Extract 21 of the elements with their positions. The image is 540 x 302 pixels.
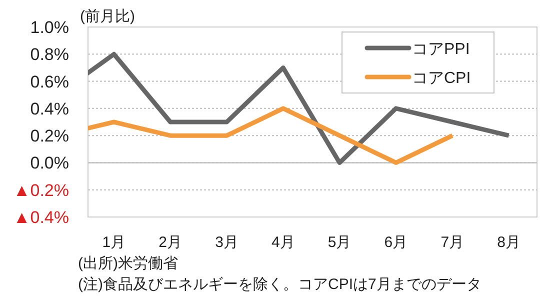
x-tick-label: 8月 <box>497 234 520 251</box>
chart-title: (前月比) <box>80 8 135 25</box>
y-tick-label: 0.2% <box>30 126 69 146</box>
y-tick-label: ▲0.4% <box>13 208 69 227</box>
legend-label: コアCPI <box>412 70 471 87</box>
y-tick-label: 0.6% <box>30 72 69 92</box>
x-tick-label: 3月 <box>215 234 238 251</box>
x-tick-label: 7月 <box>440 234 464 251</box>
text: (注)食品及びエネルギーを除く。コアCPIは7月までのデータ <box>78 276 482 293</box>
text: (出所)米労働省 <box>78 255 178 272</box>
x-tick-label: 4月 <box>271 234 295 251</box>
y-tick-label: 0.4% <box>30 99 69 118</box>
y-tick-label: ▲0.2% <box>13 180 69 200</box>
y-tick-label: 0.0% <box>30 154 69 173</box>
legend-label: コアPPI <box>412 41 470 58</box>
x-tick-label: 1月 <box>102 234 126 251</box>
y-tick-label: 1.0% <box>30 18 69 37</box>
x-tick-label: 2月 <box>158 234 182 251</box>
x-tick-label: 5月 <box>328 234 352 251</box>
x-tick-label: 6月 <box>384 234 408 251</box>
y-tick-label: 0.8% <box>30 45 69 64</box>
